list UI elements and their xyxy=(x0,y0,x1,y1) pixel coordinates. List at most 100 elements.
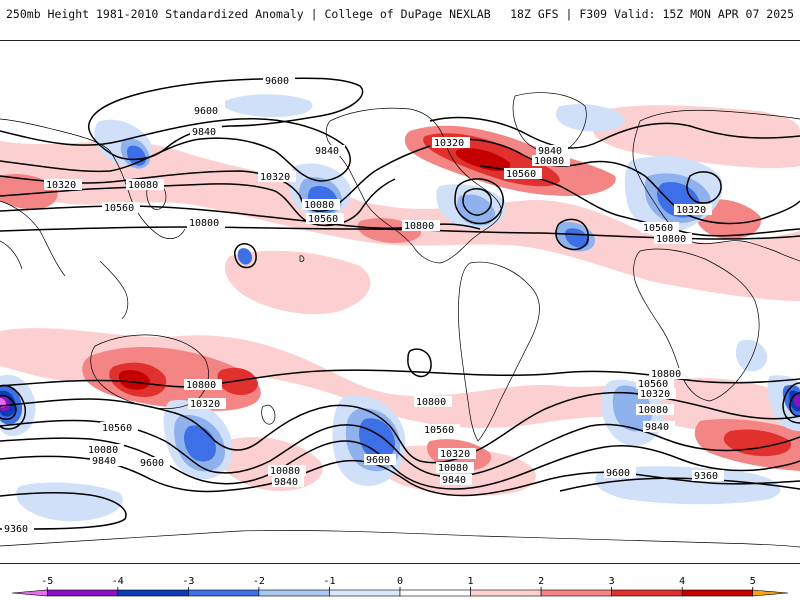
contour-label: 10320 xyxy=(434,138,464,149)
positive-anomaly-max xyxy=(118,370,150,390)
contour-label: 9840 xyxy=(645,422,669,433)
contour-line xyxy=(555,218,589,251)
contour-label: 10080 xyxy=(438,463,468,474)
positive-anomaly-region xyxy=(592,105,800,169)
negative-anomaly-max xyxy=(793,394,800,408)
colorbar-bin xyxy=(11,589,48,597)
negative-anomaly-region xyxy=(225,94,313,118)
contour-line xyxy=(88,77,364,161)
contour-label: 9840 xyxy=(442,475,466,486)
contour-line xyxy=(0,455,800,497)
colorbar-tick-label: -2 xyxy=(253,576,265,587)
contour-label: 10560 xyxy=(643,223,673,234)
contour-label: 9840 xyxy=(538,146,562,157)
contour-label: 10800 xyxy=(404,221,434,232)
contour-label: 10080 xyxy=(638,405,668,416)
figure-header: 250mb Height 1981-2010 Standardized Anom… xyxy=(0,0,800,40)
contour-label: 10320 xyxy=(676,205,706,216)
contour-line xyxy=(454,178,504,225)
contour-label: 10560 xyxy=(104,203,134,214)
contour-labels: 9600 9600 9840 9840 10320 10320 10080 10… xyxy=(2,75,724,535)
colorbar-tick-label: -3 xyxy=(182,576,194,587)
colorbar-bin xyxy=(611,589,683,597)
contour-line xyxy=(0,391,800,464)
contour-label: 10560 xyxy=(506,169,536,180)
colorbar-bin xyxy=(470,589,542,597)
contour-line xyxy=(686,171,722,204)
contour-label: 9360 xyxy=(4,524,28,535)
colorbar-tick-label: 4 xyxy=(679,576,685,587)
positive-anomaly-max xyxy=(455,148,511,171)
colorbar-tick-label: -1 xyxy=(323,576,335,587)
contour-label: 10080 xyxy=(128,180,158,191)
contour-label: 9360 xyxy=(694,471,718,482)
contour-label: 10320 xyxy=(46,180,76,191)
contour-label: 10800 xyxy=(416,397,446,408)
contour-label: 10320 xyxy=(640,389,670,400)
colorbar-tick-label: 3 xyxy=(609,576,615,587)
colorbar-ticks: -5 -4 -3 -2 -1 0 1 2 3 4 5 xyxy=(41,576,756,590)
contour-line xyxy=(0,178,396,227)
negative-anomaly-region xyxy=(16,482,123,522)
positive-anomaly-core xyxy=(82,346,261,411)
map-title: 250mb Height 1981-2010 Standardized Anom… xyxy=(6,7,491,21)
contour-line xyxy=(782,382,800,424)
contour-label: 9600 xyxy=(366,455,390,466)
contour-label: 10320 xyxy=(440,449,470,460)
contour-line xyxy=(789,392,800,417)
negative-anomaly-region xyxy=(555,104,625,132)
contour-label: 10800 xyxy=(189,218,219,229)
contour-line xyxy=(429,116,800,149)
africa-coast xyxy=(633,248,760,402)
hawaii-coast xyxy=(299,255,305,262)
contour-label: 10080 xyxy=(270,466,300,477)
contour-label: 9840 xyxy=(92,456,116,467)
contour-line xyxy=(439,138,800,225)
contour-line xyxy=(0,145,431,212)
colorbar-tick-label: 1 xyxy=(468,576,474,587)
colorbar-bins xyxy=(11,589,789,597)
contour-label: 9840 xyxy=(315,146,339,157)
contour-label: 10800 xyxy=(656,234,686,245)
map-panel: 9600 9600 9840 9840 10320 10320 10080 10… xyxy=(0,40,800,564)
colorbar-bin xyxy=(540,589,612,597)
new-zealand-coast xyxy=(261,404,276,425)
contour-label: 9600 xyxy=(265,76,289,87)
negative-anomaly-strong xyxy=(565,228,589,248)
contour-label: 10560 xyxy=(424,425,454,436)
contour-label: 10560 xyxy=(308,214,338,225)
negative-anomaly-strong xyxy=(237,248,252,265)
contour-line xyxy=(0,394,17,420)
contour-label: 10560 xyxy=(102,423,132,434)
colorbar-tick-label: -5 xyxy=(41,576,53,587)
contour-line xyxy=(0,384,27,430)
antarctica-coast xyxy=(0,530,800,548)
colorbar-bin xyxy=(752,589,789,597)
colorbar-bin xyxy=(117,589,189,597)
contour-label: 9600 xyxy=(606,468,630,479)
south-america-coast xyxy=(458,261,540,442)
model-run-info: 18Z GFS | F309 Valid: 15Z MON APR 07 202… xyxy=(510,7,794,21)
contour-label: 9600 xyxy=(194,106,218,117)
contour-label: 10800 xyxy=(186,380,216,391)
positive-anomaly-region xyxy=(225,250,371,315)
colorbar-bin xyxy=(399,589,471,597)
contour-label: 9840 xyxy=(192,127,216,138)
negative-anomaly-region xyxy=(735,339,768,372)
contour-line xyxy=(407,348,432,378)
colorbar-tick-label: 2 xyxy=(538,576,544,587)
contour-label: 10320 xyxy=(190,399,220,410)
contour-line xyxy=(234,243,257,269)
contour-label: 10080 xyxy=(304,200,334,211)
contour-label: 10560 xyxy=(638,379,668,390)
colorbar-bin xyxy=(188,589,260,597)
contour-line xyxy=(462,188,492,216)
colorbar-tick-label: 0 xyxy=(397,576,403,587)
colorbar-tick-label: -4 xyxy=(112,576,124,587)
colorbar-bin xyxy=(329,589,401,597)
positive-anomaly-core xyxy=(0,174,58,210)
contour-label: 10080 xyxy=(88,445,118,456)
anomaly-map: 9600 9600 9840 9840 10320 10320 10080 10… xyxy=(0,75,800,548)
contour-line xyxy=(0,117,351,182)
